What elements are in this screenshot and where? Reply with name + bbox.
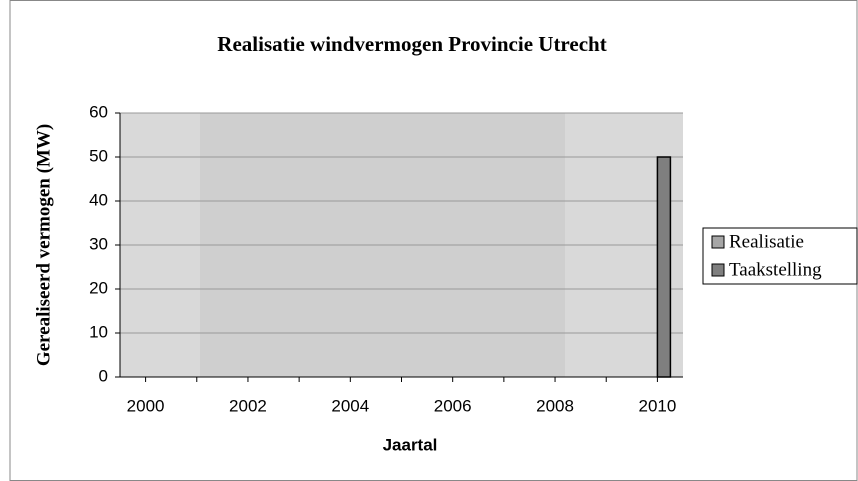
y-tick-label: 20 (89, 278, 108, 297)
y-tick-label: 0 (99, 366, 108, 385)
legend-label: Taakstelling (729, 259, 822, 280)
y-tick-label: 60 (89, 102, 108, 121)
legend-swatch (711, 235, 725, 249)
x-tick-label: 2004 (331, 396, 369, 415)
x-tick-label: 2006 (434, 396, 472, 415)
legend-label: Realisatie (729, 231, 804, 252)
x-axis-title: Jaartal (383, 435, 438, 454)
bar (656, 156, 672, 378)
legend-swatch (711, 263, 725, 277)
y-tick-label: 50 (89, 146, 108, 165)
y-tick-label: 10 (89, 322, 108, 341)
x-tick-label: 2008 (536, 396, 574, 415)
y-tick-label: 30 (89, 234, 108, 253)
y-tick-label: 40 (89, 190, 108, 209)
y-axis-title: Gerealiseerd vermogen (MW) (33, 124, 54, 366)
legend-box (702, 227, 858, 285)
x-tick-label: 2002 (229, 396, 267, 415)
chart-title: Realisatie windvermogen Provincie Utrech… (217, 32, 606, 56)
x-tick-label: 2000 (127, 396, 165, 415)
x-tick-label: 2010 (638, 396, 676, 415)
